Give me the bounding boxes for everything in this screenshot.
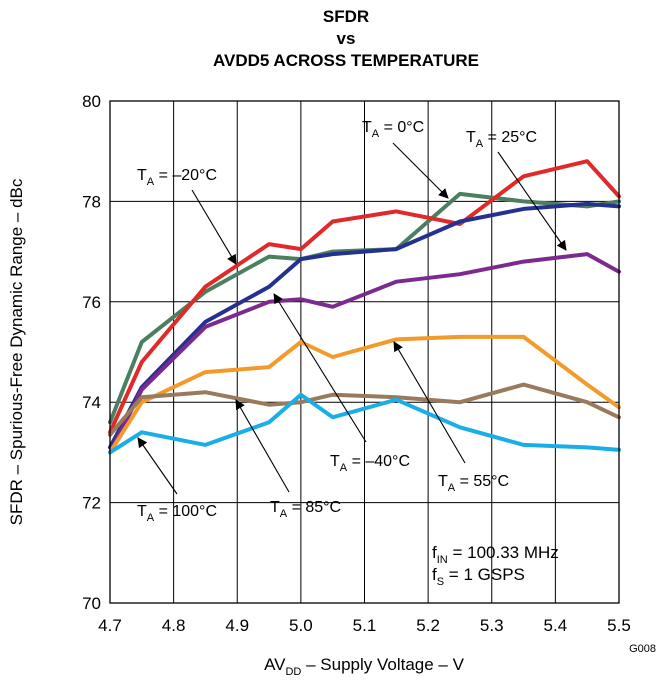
figure-code: G008	[629, 643, 656, 655]
series-line-5	[108, 382, 621, 437]
y-tick-label: 72	[82, 494, 101, 513]
annotation-label: TA = –40°C	[330, 453, 410, 474]
annotation-label: TA = 25°C	[466, 129, 537, 150]
annotation-arrow	[393, 341, 466, 464]
x-tick-label: 5.5	[607, 616, 631, 635]
annotation-arrow	[137, 437, 178, 495]
series-line-2	[108, 201, 621, 450]
chart-title-line-2: vs	[337, 29, 356, 48]
annotation-label: TA = 55°C	[438, 473, 509, 494]
annotation-arrow	[235, 399, 290, 493]
annotation-label: TA = 100°C	[137, 503, 217, 524]
series-line-1	[108, 159, 621, 435]
y-tick-label: 70	[82, 594, 101, 613]
condition-fin: fIN = 100.33 MHz	[432, 543, 559, 566]
x-tick-label: 5.0	[289, 616, 313, 635]
annotations: TA = 0°C TA = 25°C TA = –20°C TA = –40°C TA …	[137, 119, 537, 524]
plot-frame	[109, 100, 620, 604]
annotation-arrow	[273, 293, 367, 443]
annotation-arrow	[191, 189, 237, 265]
annotation-label: TA = 0°C	[362, 119, 424, 140]
series-layer	[108, 159, 621, 455]
annotation-label: TA = –20°C	[137, 167, 217, 188]
series-line-6	[108, 392, 621, 455]
x-tick-label: 4.8	[162, 616, 186, 635]
y-tick-label: 76	[82, 293, 101, 312]
condition-fs: fS = 1 GSPS	[432, 565, 525, 588]
series-line-3	[108, 252, 621, 455]
y-axis-label: SFDR – Spurious-Free Dynamic Range – dBc	[7, 178, 26, 525]
annotation-label: TA = 85°C	[270, 499, 341, 520]
x-tick-label: 5.1	[353, 616, 377, 635]
series-line-0	[108, 191, 621, 425]
annotation-arrow	[497, 151, 567, 251]
axis-ticks: 4.7 4.8 4.9 5.0 5.1 5.2 5.3 5.4 5.5 70 72 74 76 78 80	[82, 92, 631, 635]
y-tick-label: 80	[82, 92, 101, 111]
x-tick-label: 5.2	[416, 616, 440, 635]
y-tick-label: 78	[82, 192, 101, 211]
x-tick-label: 4.7	[98, 616, 122, 635]
x-axis-label: AVDD – Supply Voltage – V	[264, 655, 465, 678]
y-tick-label: 74	[82, 393, 101, 412]
x-tick-label: 4.9	[225, 616, 249, 635]
x-tick-label: 5.4	[544, 616, 568, 635]
grid	[110, 101, 619, 603]
series-line-4	[108, 334, 621, 455]
chart-title-line-3: AVDD5 ACROSS TEMPERATURE	[213, 51, 479, 70]
chart-title-line-1: SFDR	[323, 7, 369, 26]
annotation-arrow	[392, 142, 449, 199]
x-tick-label: 5.3	[480, 616, 504, 635]
annotation-arrows	[137, 142, 567, 495]
